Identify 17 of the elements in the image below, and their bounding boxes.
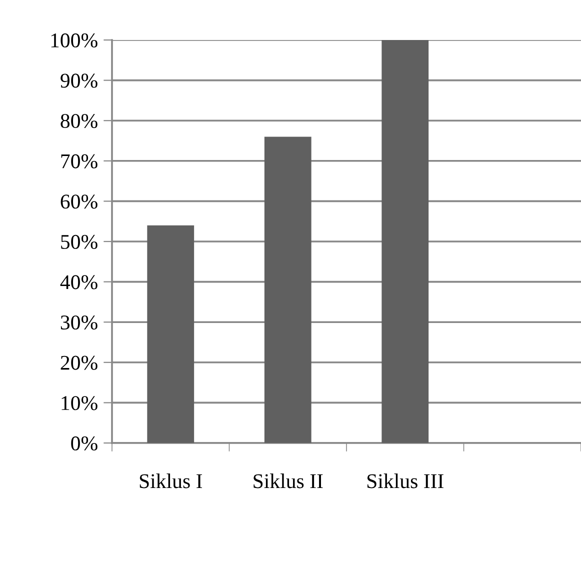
x-tick-label: Siklus III <box>367 474 444 488</box>
y-tick-label: 90% <box>60 74 98 88</box>
y-tick-label: 20% <box>60 356 98 370</box>
y-tick-label: 100% <box>51 33 98 48</box>
x-tick-label: Siklus I <box>140 474 202 488</box>
x-tick-label: Siklus II <box>254 474 323 488</box>
bar <box>147 225 194 443</box>
y-tick-label: 50% <box>61 234 98 249</box>
y-tick-label: 0% <box>71 436 98 450</box>
y-tick-label: 70% <box>61 154 98 168</box>
y-tick-label: 60% <box>60 194 98 209</box>
bar <box>264 136 312 443</box>
bar <box>382 40 429 443</box>
y-tick-label: 10% <box>62 396 98 410</box>
y-tick-label: 40% <box>60 275 98 290</box>
y-tick-label: 80% <box>60 114 98 128</box>
y-tick-label: 30% <box>60 315 98 330</box>
